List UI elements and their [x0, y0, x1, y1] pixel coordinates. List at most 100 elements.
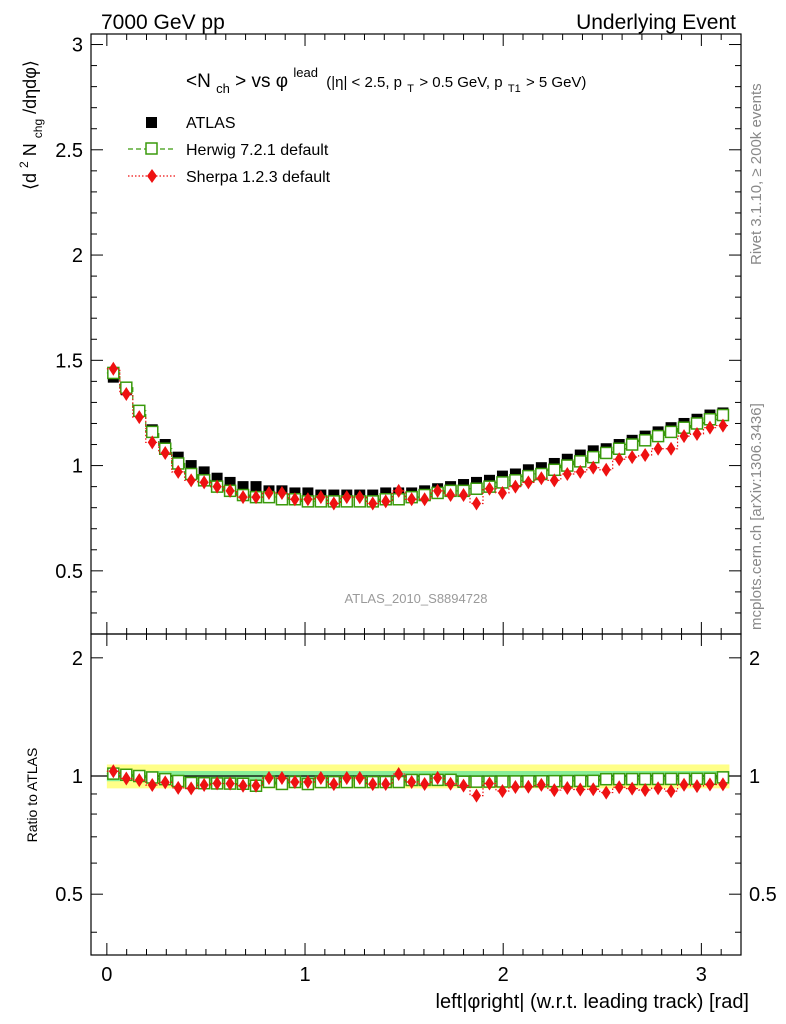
- main-atlas-point: [471, 476, 483, 488]
- title-cond-open: (|η| < 2.5, p: [326, 74, 402, 91]
- main-sherpa-point: [160, 445, 170, 460]
- main-herwig-point: [664, 425, 678, 439]
- x-tick-label: 3: [696, 964, 707, 986]
- ylabel-sub: chg: [31, 119, 45, 138]
- ratio-sherpa-point: [705, 777, 715, 792]
- ratio-sherpa-point: [627, 781, 637, 796]
- ratio-sherpa-point: [446, 776, 456, 791]
- ratio-sherpa-point: [355, 771, 365, 786]
- ratio-sherpa-point: [614, 780, 624, 795]
- main-herwig-point: [625, 438, 639, 451]
- ratio-tick-label-right: 2: [749, 648, 760, 670]
- x-tick-label: 1: [299, 964, 310, 986]
- main-sherpa-point: [147, 435, 157, 450]
- ratio-sherpa-point: [212, 776, 222, 791]
- ratio-sherpa-point: [484, 776, 494, 791]
- ratio-herwig-point: [599, 772, 613, 786]
- main-herwig-point: [470, 482, 483, 495]
- ratio-herwig-point: [664, 772, 678, 786]
- ratio-sherpa-point: [368, 777, 378, 792]
- main-sherpa-point: [277, 485, 287, 500]
- ratio-sherpa-point: [497, 784, 507, 799]
- ratio-herwig-point: [638, 772, 652, 786]
- legend: ATLAS Herwig 7.2.1 default Sherpa 1.2.3 …: [128, 115, 331, 186]
- main-sherpa-point: [640, 448, 650, 463]
- ratio-sherpa-point: [653, 781, 663, 796]
- ratio-sherpa-point: [549, 783, 559, 798]
- y-tick-label: 0.5: [55, 561, 83, 583]
- main-sherpa-point: [329, 496, 339, 511]
- ratio-sherpa-point: [575, 782, 585, 797]
- main-sherpa-point: [692, 427, 702, 441]
- main-sherpa-point: [446, 488, 456, 503]
- y-axis-label-ratio: Ratio to ATLAS: [24, 748, 40, 843]
- ratio-sherpa-point: [290, 774, 300, 789]
- main-sherpa-point: [536, 471, 546, 486]
- main-sherpa-point: [199, 475, 209, 490]
- ratio-sherpa-point: [536, 777, 546, 792]
- ratio-sherpa-point: [160, 775, 170, 790]
- main-sherpa-point: [472, 496, 482, 511]
- main-sherpa-point: [420, 492, 430, 507]
- data-layer: [106, 361, 730, 803]
- y-tick-label: 3: [72, 35, 83, 57]
- ratio-sherpa-point: [225, 776, 235, 791]
- legend-atlas-marker: [146, 117, 157, 128]
- ylabel-part-a: ⟨d: [20, 173, 40, 190]
- ratio-sherpa-line: [106, 770, 730, 797]
- main-sherpa-point: [212, 479, 222, 494]
- main-atlas-point: [522, 464, 534, 476]
- ratio-sherpa-point: [134, 773, 144, 788]
- main-sherpa-point: [433, 483, 443, 498]
- ratio-sherpa-point: [679, 777, 689, 792]
- main-atlas-point: [561, 453, 573, 465]
- header-left-label: 7000 GeV pp: [101, 11, 225, 34]
- main-sherpa-point: [225, 483, 235, 498]
- main-atlas-point: [172, 451, 184, 463]
- title-pt1-sub: T1: [508, 83, 521, 95]
- main-sherpa-point: [355, 490, 365, 505]
- main-atlas-point: [185, 460, 197, 472]
- ratio-tick-label-right: 1: [749, 766, 760, 788]
- main-sherpa-point: [497, 485, 507, 500]
- main-sherpa-point: [316, 490, 326, 505]
- title-lhs-close: > vs φ: [235, 71, 288, 92]
- mcplots-label: mcplots.cern.ch [arXiv:1306.3436]: [748, 403, 765, 630]
- main-herwig-point: [599, 446, 613, 460]
- ratio-sherpa-point: [407, 774, 417, 789]
- main-atlas-point: [574, 449, 586, 461]
- ratio-sherpa-point: [316, 771, 326, 786]
- axes-layer: 0 1 2 3 0.5 1 1.5 2 2.5 3 0.5 0.5 1 1 2 2: [55, 33, 777, 986]
- main-sherpa-point: [121, 387, 131, 401]
- ratio-sherpa-point: [433, 770, 443, 785]
- main-atlas-point: [458, 479, 470, 491]
- ratio-sherpa-point: [420, 776, 430, 791]
- main-atlas-point: [380, 487, 392, 499]
- main-atlas-point: [509, 468, 521, 480]
- main-sherpa-point: [290, 492, 300, 507]
- main-atlas-point: [198, 466, 210, 478]
- main-sherpa-point: [549, 473, 559, 488]
- ratio-sherpa-point: [472, 788, 482, 803]
- ylabel-sup: 2: [17, 161, 31, 168]
- ratio-sherpa-point: [277, 770, 287, 785]
- main-atlas-point: [367, 489, 379, 501]
- main-sherpa-point: [614, 452, 624, 467]
- main-atlas-point: [496, 470, 508, 482]
- main-sherpa-point: [562, 467, 572, 481]
- plot-title: <N ch > vs φ lead (|η| < 2.5, p T > 0.5 …: [186, 61, 586, 98]
- rivet-version-label: Rivet 3.1.10, ≥ 200k events: [748, 83, 765, 265]
- legend-sherpa-marker: [147, 169, 157, 183]
- title-lhs-sub: ch: [216, 81, 230, 96]
- main-sherpa-point: [666, 441, 676, 456]
- main-sherpa-point: [238, 490, 248, 505]
- main-sherpa-point: [394, 483, 404, 498]
- ratio-tick-label-left: 2: [72, 648, 83, 670]
- main-atlas-point: [237, 481, 249, 493]
- main-atlas-point: [587, 445, 599, 457]
- x-tick-label: 2: [498, 964, 509, 986]
- ratio-sherpa-point: [640, 783, 650, 798]
- ratio-sherpa-point: [303, 774, 313, 789]
- legend-atlas-label: ATLAS: [186, 115, 236, 132]
